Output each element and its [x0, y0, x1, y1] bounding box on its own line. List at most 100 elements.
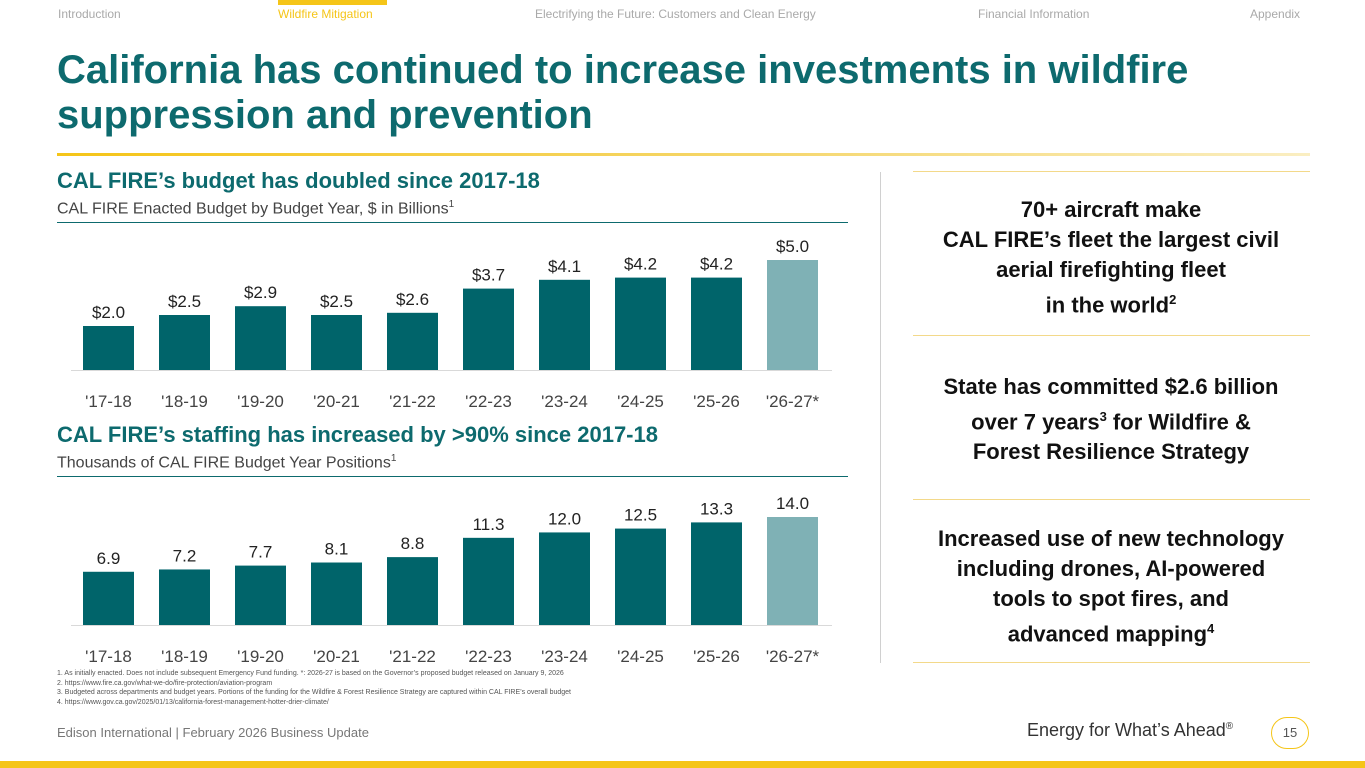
data-label-1: $2.5 [168, 292, 201, 311]
fact-line: Increased use of new technology [938, 526, 1284, 551]
tab-wildfire-mitigation[interactable]: Wildfire Mitigation [278, 7, 373, 21]
x-tick-label-9: '26-27* [766, 392, 820, 411]
x-tick-label-3: '20-21 [313, 647, 360, 666]
staffing-subtitle-footnote-ref: 1 [390, 453, 397, 464]
x-tick-label-1: '18-19 [161, 647, 208, 666]
tab-electrifying-the-future[interactable]: Electrifying the Future: Customers and C… [535, 7, 816, 21]
x-tick-label-5: '22-23 [465, 647, 512, 666]
data-label-2: $2.9 [244, 283, 277, 302]
x-tick-label-3: '20-21 [313, 392, 360, 411]
staffing-section-rule [57, 476, 848, 477]
tagline-text: Energy for What’s Ahead [1027, 720, 1226, 740]
bar-5 [463, 537, 514, 625]
staffing-section-subtitle: Thousands of CAL FIRE Budget Year Positi… [57, 453, 396, 472]
tab-appendix[interactable]: Appendix [1250, 7, 1301, 21]
data-label-3: $2.5 [320, 292, 353, 311]
fact-line: aerial firefighting fleet [996, 257, 1226, 282]
bar-9 [767, 517, 818, 625]
bar-3 [311, 315, 362, 370]
staffing-chart: 6.9 '17-18 7.2 '18-19 7.7 '19-20 8.1 '20-21 8.8 '… [57, 483, 848, 668]
fact-line: over 7 years3 for Wildfire & [905, 402, 1317, 437]
fact-line: 70+ aircraft make [1020, 197, 1202, 222]
data-label-9: $5.0 [776, 237, 809, 256]
data-label-6: $4.1 [548, 257, 581, 276]
column-divider [880, 172, 881, 663]
bar-1 [159, 315, 210, 370]
fact-line-text: in the world [1045, 292, 1170, 318]
bar-7 [615, 277, 666, 370]
staffing-section-title: CAL FIRE’s staffing has increased by >90… [57, 422, 658, 447]
fact-line: advanced mapping4 [905, 614, 1317, 649]
budget-chart: $2.0 '17-18 $2.5 '18-19 $2.9 '19-20 $2.5 '20-21… [57, 228, 848, 418]
x-tick-label-2: '19-20 [237, 647, 284, 666]
bar-9 [767, 260, 818, 370]
fact-line-text: advanced mapping [1007, 621, 1208, 647]
tab-financial-information[interactable]: Financial Information [978, 7, 1090, 21]
x-tick-label-0: '17-18 [85, 392, 132, 411]
fact-line: including drones, AI-powered [956, 556, 1266, 581]
footnote-ref: 2 [1169, 292, 1177, 307]
title-divider [57, 153, 1310, 156]
tab-introduction[interactable]: Introduction [58, 7, 121, 21]
fact-line: in the world2 [905, 285, 1317, 320]
fact-new-technology: Increased use of new technology includin… [905, 524, 1317, 649]
data-label-8: 13.3 [700, 499, 733, 518]
fact-state-commitment: State has committed $2.6 billion over 7 … [905, 372, 1317, 467]
x-tick-label-7: '24-25 [617, 647, 664, 666]
x-tick-label-6: '23-24 [541, 647, 588, 666]
budget-section-rule [57, 222, 848, 223]
fact-divider-top [913, 171, 1310, 172]
x-tick-label-7: '24-25 [617, 392, 664, 411]
bar-8 [691, 277, 742, 370]
footnote-4: 4. https://www.gov.ca.gov/2025/01/13/cal… [57, 698, 329, 706]
x-tick-label-6: '23-24 [541, 392, 588, 411]
fact-line: State has committed $2.6 billion [943, 374, 1279, 399]
data-label-4: $2.6 [396, 290, 429, 309]
bar-4 [387, 312, 438, 370]
data-label-5: $3.7 [472, 266, 505, 285]
x-tick-label-4: '21-22 [389, 647, 436, 666]
fact-line: Forest Resilience Strategy [972, 439, 1250, 465]
bar-6 [539, 532, 590, 625]
bar-6 [539, 279, 590, 370]
bar-5 [463, 288, 514, 370]
bar-0 [83, 571, 134, 625]
fact-divider [913, 335, 1310, 336]
x-tick-label-9: '26-27* [766, 647, 820, 666]
fact-line: CAL FIRE’s fleet the largest civil [942, 227, 1280, 252]
fact-line-text: over 7 years [971, 409, 1100, 435]
x-tick-label-8: '25-26 [693, 647, 740, 666]
top-navigation: Introduction Wildfire Mitigation Electri… [0, 0, 1365, 30]
data-label-9: 14.0 [776, 494, 809, 513]
data-label-4: 8.8 [401, 534, 425, 553]
bar-2 [235, 306, 286, 370]
footnote-3: 3. Budgeted across departments and budge… [57, 689, 571, 696]
data-label-7: $4.2 [624, 255, 657, 274]
data-label-1: 7.2 [173, 546, 197, 565]
footnote-ref: 4 [1207, 621, 1215, 636]
bar-1 [159, 569, 210, 625]
data-label-8: $4.2 [700, 255, 733, 274]
page-number: 15 [1271, 717, 1309, 749]
staffing-subtitle-text: Thousands of CAL FIRE Budget Year Positi… [57, 454, 391, 472]
fact-line: tools to spot fires, and [993, 586, 1229, 611]
x-tick-label-0: '17-18 [85, 647, 132, 666]
footer-tagline: Energy for What’s Ahead® [1027, 720, 1233, 741]
fact-divider [913, 499, 1310, 500]
fact-divider-bottom [913, 662, 1310, 663]
data-label-5: 11.3 [473, 515, 505, 534]
bar-7 [615, 528, 666, 625]
registered-mark: ® [1225, 721, 1234, 732]
data-label-0: 6.9 [97, 549, 121, 568]
data-label-6: 12.0 [548, 509, 581, 528]
page-title: California has continued to increase inv… [57, 48, 1189, 137]
data-label-7: 12.5 [624, 506, 657, 525]
budget-chart-svg: $2.0 '17-18 $2.5 '18-19 $2.9 '19-20 $2.5 '20-21… [71, 237, 832, 411]
x-tick-label-1: '18-19 [161, 392, 208, 411]
x-tick-label-2: '19-20 [237, 392, 284, 411]
x-tick-label-8: '25-26 [693, 392, 740, 411]
x-tick-label-4: '21-22 [389, 392, 436, 411]
fact-line-text: for Wildfire & [1106, 409, 1251, 435]
budget-section-title: CAL FIRE’s budget has doubled since 2017… [57, 168, 540, 193]
bar-3 [311, 562, 362, 625]
